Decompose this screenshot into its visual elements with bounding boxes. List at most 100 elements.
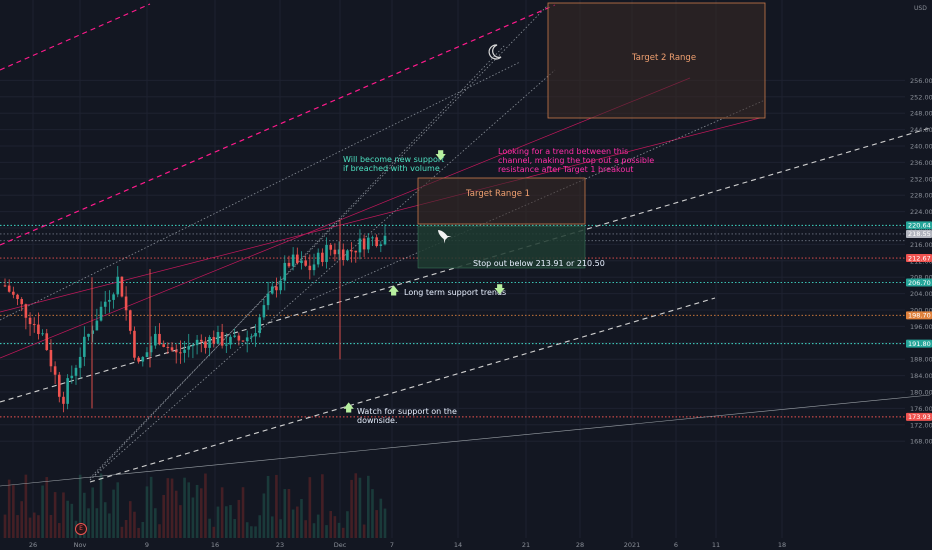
- candle-body: [245, 337, 249, 342]
- x-tick-label: 28: [576, 541, 584, 549]
- price-tag: [906, 311, 932, 320]
- volume-bar: [53, 492, 57, 538]
- candle-body: [212, 337, 216, 344]
- trend-line: [0, 61, 521, 321]
- volume-bar: [78, 474, 82, 538]
- price-tag-label: 206.70: [908, 279, 931, 287]
- volume-bar: [195, 484, 199, 538]
- candle-body: [120, 276, 124, 297]
- volume-bar: [208, 518, 211, 538]
- volume-bar: [128, 501, 132, 538]
- volume-bar: [291, 509, 295, 538]
- y-tick-label: 204.00: [910, 290, 932, 298]
- x-tick-label: 16: [211, 541, 219, 549]
- volume-bar: [149, 476, 153, 538]
- volume-bar: [283, 489, 287, 538]
- volume-bar: [216, 506, 220, 538]
- candle-body: [254, 333, 257, 337]
- volume-bar: [270, 516, 274, 538]
- candle-body: [32, 324, 36, 326]
- volume-bar: [179, 505, 182, 538]
- candle-body: [241, 340, 245, 342]
- volume-bar: [32, 512, 36, 538]
- price-tag-label: 191.80: [908, 340, 931, 348]
- volume-bar: [49, 515, 53, 538]
- watch-line1: Watch for support on the: [357, 407, 457, 416]
- volume-bar: [70, 503, 74, 538]
- volume-bar: [341, 527, 345, 538]
- candle-body: [99, 306, 103, 321]
- target-boxes: [417, 2, 766, 269]
- candle-body: [337, 249, 341, 255]
- candle-body: [154, 333, 157, 346]
- volume-bar: [116, 482, 120, 538]
- target2-label: Target 2 Range: [632, 53, 697, 63]
- volume-bar: [366, 475, 370, 538]
- volume-bar: [199, 488, 203, 538]
- price-axis[interactable]: 168.00172.00176.00180.00184.00188.00192.…: [910, 77, 932, 446]
- volume-bar: [245, 522, 249, 538]
- volume-bar: [12, 485, 15, 538]
- volume-bar: [254, 526, 257, 538]
- y-tick-label: 240.00: [910, 143, 932, 151]
- candle-body: [162, 344, 165, 347]
- y-tick-label: 236.00: [910, 159, 932, 167]
- candle-body: [296, 254, 299, 264]
- y-tick-label: 216.00: [910, 241, 932, 249]
- candle-body: [62, 396, 65, 404]
- candle-body: [258, 317, 262, 334]
- volume-bar: [346, 511, 349, 538]
- watch-line2: downside.: [357, 416, 398, 425]
- volume-bar: [358, 477, 362, 538]
- candle-body: [16, 294, 19, 300]
- candle-body: [183, 349, 186, 353]
- candle-body: [229, 336, 232, 345]
- volume-bar: [225, 506, 228, 538]
- volume-bar: [141, 522, 145, 538]
- time-axis[interactable]: 26 Nov 9 16 23 Dec 7 14 21 28 2021 6 11 18: [29, 541, 786, 549]
- price-tag-label: 220.64: [908, 222, 931, 230]
- candle-body: [362, 238, 366, 250]
- candle-body: [37, 324, 40, 335]
- candle-body: [195, 339, 199, 346]
- candle-body: [225, 344, 228, 346]
- candle-body: [220, 332, 224, 346]
- volume-bar: [37, 515, 40, 538]
- price-tag: [906, 278, 932, 287]
- new-support-line2: if breached with volume: [343, 164, 440, 173]
- currency-label: USD: [914, 5, 927, 12]
- price-tag: [906, 412, 932, 421]
- volume-bar: [279, 519, 282, 538]
- candle-body: [112, 294, 115, 300]
- candle-body: [137, 357, 140, 362]
- y-tick-label: 208.00: [910, 274, 932, 282]
- candle-body: [187, 346, 191, 350]
- price-tag-label: 212.67: [908, 254, 931, 262]
- channel-line3: resistance after Target 1 breakout: [498, 165, 634, 174]
- volume-bar: [183, 477, 186, 538]
- candle-body: [78, 356, 82, 368]
- volume-bar: [383, 508, 387, 538]
- candle-body: [270, 286, 274, 294]
- candle-body: [83, 336, 86, 357]
- candle-body: [57, 374, 61, 397]
- volume-bar: [95, 508, 99, 538]
- target2-box: [547, 2, 766, 119]
- candle-body: [383, 235, 387, 245]
- candles: [3, 219, 387, 413]
- volume-bar: [66, 500, 69, 538]
- volume-bar: [275, 474, 278, 538]
- candle-body: [346, 250, 349, 260]
- candle-body: [341, 249, 345, 260]
- volume-bar: [250, 526, 253, 538]
- volume-bar: [325, 525, 328, 538]
- candle-body: [108, 299, 111, 302]
- candle-body: [379, 244, 383, 246]
- y-tick-label: 252.00: [910, 93, 932, 101]
- volume-bar: [154, 508, 157, 538]
- candle-body: [312, 264, 316, 271]
- candle-body: [304, 260, 307, 266]
- event-marker-icon[interactable]: E: [75, 523, 87, 535]
- volume-bar: [312, 523, 316, 538]
